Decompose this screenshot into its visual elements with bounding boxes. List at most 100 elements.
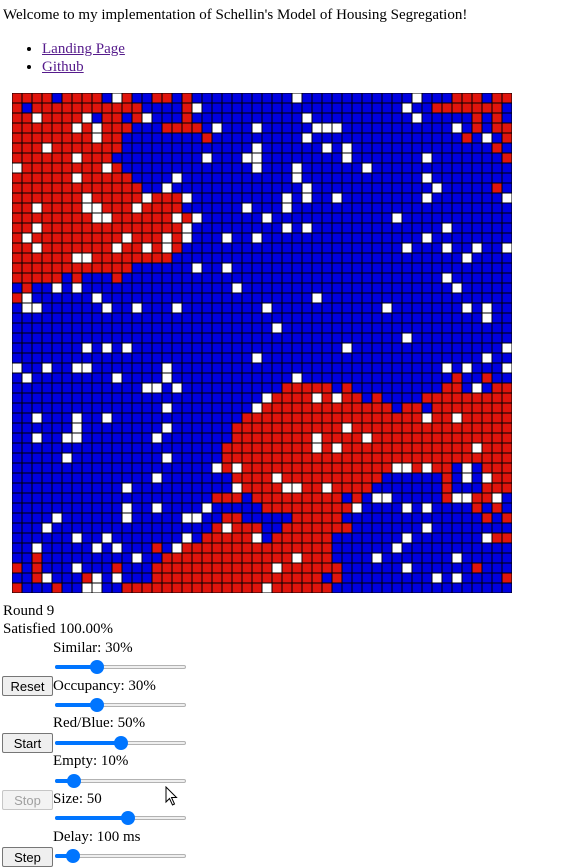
grid-cell xyxy=(471,492,483,504)
grid-cell xyxy=(331,232,343,244)
grid-cell xyxy=(501,552,512,564)
grid-cell xyxy=(331,262,343,274)
grid-cell xyxy=(131,532,143,544)
grid-cell xyxy=(161,412,173,424)
grid-cell xyxy=(441,312,453,324)
grid-cell xyxy=(101,332,113,344)
grid-cell xyxy=(341,412,353,424)
grid-cell xyxy=(51,182,63,194)
grid-cell xyxy=(271,302,283,314)
landing-page-link[interactable]: Landing Page xyxy=(42,41,125,57)
step-button[interactable]: Step xyxy=(2,847,53,867)
grid-cell xyxy=(91,122,103,134)
grid-cell xyxy=(471,372,483,384)
red-blue-slider[interactable] xyxy=(55,735,186,751)
grid-cell xyxy=(231,352,243,364)
grid-cell xyxy=(111,272,123,284)
grid-cell xyxy=(301,422,313,434)
delay-label: Delay: 100 ms xyxy=(53,829,141,845)
grid-cell xyxy=(461,172,473,184)
grid-cell xyxy=(341,512,353,524)
grid-cell xyxy=(251,462,263,474)
grid-cell xyxy=(461,412,473,424)
grid-cell xyxy=(12,312,23,324)
grid-cell xyxy=(421,422,433,434)
grid-cell xyxy=(481,222,493,234)
grid-cell xyxy=(311,572,323,584)
grid-cell xyxy=(201,372,213,384)
slider-thumb[interactable] xyxy=(66,774,81,788)
grid-cell xyxy=(251,552,263,564)
grid-cell xyxy=(321,572,333,584)
grid-cell xyxy=(131,502,143,514)
grid-cell xyxy=(471,192,483,204)
grid-cell xyxy=(161,462,173,474)
slider-thumb[interactable] xyxy=(65,849,80,863)
grid-cell xyxy=(281,342,293,354)
grid-cell xyxy=(341,582,353,593)
grid-cell xyxy=(21,512,33,524)
github-link[interactable]: Github xyxy=(42,59,84,75)
grid-cell xyxy=(31,352,43,364)
grid-cell xyxy=(111,232,123,244)
grid-cell xyxy=(331,552,343,564)
grid-cell xyxy=(81,132,93,144)
grid-cell xyxy=(251,252,263,264)
grid-cell xyxy=(61,93,73,104)
grid-cell xyxy=(291,212,303,224)
grid-cell xyxy=(471,232,483,244)
grid-cell xyxy=(121,462,133,474)
grid-cell xyxy=(301,522,313,534)
grid-cell xyxy=(31,242,43,254)
grid-cell xyxy=(301,432,313,444)
grid-cell xyxy=(341,112,353,124)
empty-slider[interactable] xyxy=(55,773,186,789)
occupancy-slider[interactable] xyxy=(55,697,186,713)
slider-thumb[interactable] xyxy=(120,811,135,825)
grid-cell xyxy=(31,532,43,544)
grid-cell xyxy=(12,432,23,444)
start-button[interactable]: Start xyxy=(2,733,53,753)
grid-cell xyxy=(211,472,223,484)
grid-cell xyxy=(161,112,173,124)
grid-cell xyxy=(291,122,303,134)
grid-cell xyxy=(321,192,333,204)
grid-cell xyxy=(241,572,253,584)
slider-thumb[interactable] xyxy=(90,698,105,712)
grid-cell xyxy=(411,572,423,584)
stop-button[interactable]: Stop xyxy=(2,790,53,810)
grid-cell xyxy=(361,372,373,384)
similar-slider[interactable] xyxy=(55,659,186,675)
grid-cell xyxy=(261,392,273,404)
grid-cell xyxy=(191,222,203,234)
grid-cell xyxy=(321,562,333,574)
grid-cell xyxy=(231,232,243,244)
grid-cell xyxy=(71,422,83,434)
grid-cell xyxy=(311,182,323,194)
grid-cell xyxy=(351,482,363,494)
grid-cell xyxy=(301,202,313,214)
grid-cell xyxy=(151,162,163,174)
grid-cell xyxy=(421,112,433,124)
grid-cell xyxy=(111,162,123,174)
grid-cell xyxy=(301,332,313,344)
size-slider[interactable] xyxy=(55,810,186,826)
grid-cell xyxy=(111,222,123,234)
grid-cell xyxy=(431,162,443,174)
grid-cell xyxy=(41,192,53,204)
grid-cell xyxy=(461,202,473,214)
grid-cell xyxy=(191,332,203,344)
reset-button[interactable]: Reset xyxy=(2,676,53,696)
grid-cell xyxy=(12,392,23,404)
grid-cell xyxy=(241,142,253,154)
delay-slider[interactable] xyxy=(55,848,186,864)
slider-thumb[interactable] xyxy=(113,736,128,750)
grid-cell xyxy=(341,532,353,544)
grid-cell xyxy=(411,192,423,204)
slider-thumb[interactable] xyxy=(90,660,105,674)
grid-cell xyxy=(331,112,343,124)
grid-cell xyxy=(91,172,103,184)
grid-cell xyxy=(231,402,243,414)
grid-cell xyxy=(171,172,183,184)
grid-cell xyxy=(61,252,73,264)
